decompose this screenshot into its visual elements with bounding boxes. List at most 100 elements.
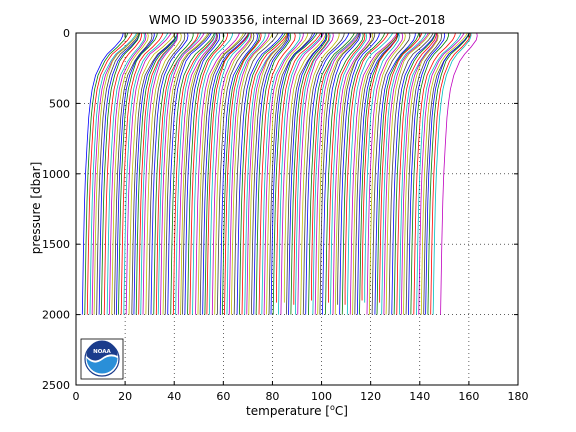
noaa-logo-text: NOAA	[93, 349, 111, 355]
profile-line	[153, 33, 194, 315]
profile-line	[325, 33, 364, 315]
profile-line	[140, 33, 178, 315]
axis-ticks	[75, 32, 519, 386]
profile-line	[81, 33, 124, 315]
profile-line	[381, 33, 427, 315]
profile-line	[133, 33, 179, 315]
profile-line	[312, 33, 359, 315]
profile-line	[425, 33, 470, 315]
profile-line	[184, 33, 221, 315]
profile-line	[385, 33, 431, 315]
profile-line	[228, 33, 270, 315]
profile-line	[280, 33, 324, 315]
profile-line	[329, 33, 368, 315]
y-tick-label: 0	[63, 27, 70, 40]
profile-line	[177, 33, 217, 315]
profile-line	[175, 33, 216, 315]
profile-line	[226, 33, 266, 315]
profile-line	[142, 33, 179, 315]
profile-line	[155, 33, 199, 315]
x-tick-label: 80	[265, 390, 279, 403]
profile-line	[116, 33, 155, 315]
grid-lines	[76, 33, 518, 385]
profile-line	[197, 33, 245, 315]
noaa-logo-sea	[86, 356, 118, 374]
profile-line	[211, 33, 252, 315]
profile-line	[148, 33, 186, 315]
profile-line	[222, 33, 260, 315]
x-axis-label-degree: o	[330, 403, 335, 412]
x-tick-labels: 0 20 40 60 80 100 120 140 160 180	[73, 390, 529, 403]
profile-line	[118, 33, 158, 315]
profile-line	[167, 33, 212, 315]
profile-line	[202, 33, 250, 315]
x-tick-label: 60	[216, 390, 230, 403]
profile-line	[224, 33, 262, 315]
profile-line	[334, 33, 374, 315]
profile-lines	[81, 33, 478, 315]
profile-line	[216, 33, 255, 315]
x-axis-label-main: temperature [	[246, 404, 330, 418]
profile-line	[344, 33, 389, 305]
profile-line	[195, 33, 240, 315]
profile-line	[341, 33, 386, 315]
profile-line	[160, 33, 205, 315]
profile-line	[314, 33, 360, 315]
profile-line	[276, 33, 322, 303]
profile-line	[393, 33, 436, 315]
profile-line	[199, 33, 247, 315]
y-tick-labels: 0 500 1000 1500 2000 2500	[42, 27, 70, 392]
profile-line	[427, 33, 470, 315]
profile-line	[346, 33, 394, 315]
profile-line	[361, 33, 398, 301]
profile-line	[231, 33, 273, 315]
x-tick-label: 160	[458, 390, 479, 403]
profile-line	[123, 33, 169, 315]
profile-line	[106, 33, 146, 315]
profile-line	[214, 33, 253, 315]
profile-line	[270, 33, 316, 315]
profile-line	[319, 33, 360, 315]
profile-line	[192, 33, 234, 315]
profile-line	[100, 33, 140, 315]
x-tick-label: 20	[118, 390, 132, 403]
y-axis-label: pressure [dbar]	[29, 162, 43, 255]
x-tick-label: 0	[73, 390, 80, 403]
profile-line	[113, 33, 153, 315]
x-tick-label: 180	[508, 390, 529, 403]
profile-line	[317, 33, 361, 315]
plot-frame	[75, 32, 519, 386]
profile-line	[283, 33, 327, 303]
profile-line	[172, 33, 216, 315]
profile-line	[308, 33, 355, 315]
x-tick-label: 120	[360, 390, 381, 403]
profile-line	[189, 33, 228, 315]
profile-line	[150, 33, 189, 315]
profile-line	[440, 33, 478, 315]
profile-line	[300, 33, 340, 315]
profile-line	[111, 33, 149, 315]
profile-line	[157, 33, 202, 315]
profile-line	[302, 33, 345, 315]
profile-line	[239, 33, 286, 315]
profile-line	[128, 33, 176, 315]
x-axis-label-unit: C]	[335, 404, 348, 418]
profile-line	[103, 33, 142, 315]
noaa-logo-sky	[86, 340, 118, 361]
profile-line	[187, 33, 225, 315]
profile-line	[332, 33, 371, 315]
x-tick-label: 40	[167, 390, 181, 403]
profile-line	[297, 33, 334, 315]
chart-title: WMO ID 5903356, internal ID 3669, 23–Oct…	[149, 13, 445, 27]
profile-line	[328, 33, 366, 303]
profile-line	[371, 33, 411, 315]
profile-line	[288, 33, 327, 315]
noaa-logo: NOAA	[80, 338, 124, 380]
profile-line	[413, 33, 456, 315]
profile-line	[354, 33, 399, 315]
profile-line	[368, 33, 406, 315]
x-axis-label: temperature [oC]	[246, 403, 348, 418]
profile-line	[379, 33, 423, 303]
profile-line	[405, 33, 443, 315]
profile-line	[376, 33, 420, 315]
